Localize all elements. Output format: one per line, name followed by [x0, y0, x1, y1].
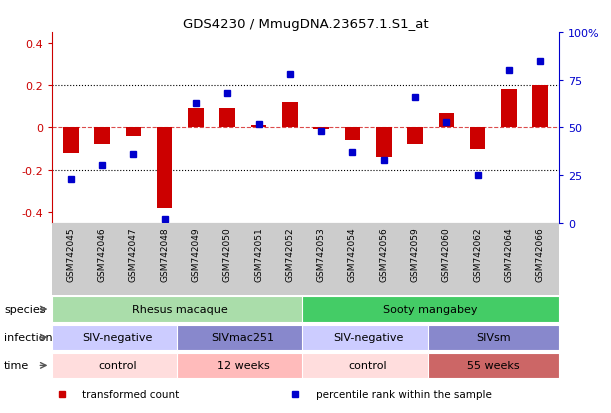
Text: time: time [4, 361, 29, 370]
Text: transformed count: transformed count [82, 389, 180, 399]
Bar [313, 128, 329, 130]
Text: GSM742060: GSM742060 [442, 227, 451, 281]
Text: control: control [98, 361, 137, 370]
Text: 55 weeks: 55 weeks [467, 361, 519, 370]
Bar [302, 325, 434, 350]
Bar [52, 353, 183, 378]
Bar [501, 90, 517, 128]
Text: GSM742051: GSM742051 [254, 227, 263, 281]
Bar [345, 128, 360, 141]
Bar [251, 126, 266, 128]
Text: SIV-negative: SIV-negative [333, 332, 403, 342]
Text: Rhesus macaque: Rhesus macaque [133, 304, 228, 314]
Bar [470, 128, 486, 149]
Bar [282, 103, 298, 128]
Text: GSM742047: GSM742047 [129, 227, 138, 281]
Text: 12 weeks: 12 weeks [216, 361, 269, 370]
Bar [428, 353, 559, 378]
Text: species: species [4, 304, 46, 314]
Bar [302, 297, 559, 322]
Bar [52, 297, 309, 322]
Text: GSM742059: GSM742059 [411, 227, 420, 281]
Bar [428, 325, 559, 350]
Bar [302, 353, 434, 378]
Bar [177, 325, 309, 350]
Bar [157, 128, 172, 208]
Bar [188, 109, 203, 128]
Text: GSM742066: GSM742066 [536, 227, 545, 281]
Text: GSM742053: GSM742053 [316, 227, 326, 281]
Bar [52, 325, 183, 350]
Text: GSM742054: GSM742054 [348, 227, 357, 281]
Text: GSM742045: GSM742045 [66, 227, 75, 281]
Bar [177, 353, 309, 378]
Bar [219, 109, 235, 128]
Text: control: control [349, 361, 387, 370]
Text: SIVsm: SIVsm [476, 332, 511, 342]
Text: Sooty mangabey: Sooty mangabey [384, 304, 478, 314]
Title: GDS4230 / MmugDNA.23657.1.S1_at: GDS4230 / MmugDNA.23657.1.S1_at [183, 17, 428, 31]
Text: infection: infection [4, 332, 53, 342]
Text: GSM742052: GSM742052 [285, 227, 295, 281]
Text: GSM742064: GSM742064 [505, 227, 513, 281]
Bar [125, 128, 141, 136]
Text: GSM742046: GSM742046 [98, 227, 106, 281]
Text: SIV-negative: SIV-negative [82, 332, 153, 342]
Bar [63, 128, 79, 153]
Text: GSM742062: GSM742062 [473, 227, 482, 281]
Text: percentile rank within the sample: percentile rank within the sample [316, 389, 491, 399]
Text: GSM742056: GSM742056 [379, 227, 388, 281]
Text: GSM742048: GSM742048 [160, 227, 169, 281]
Text: GSM742049: GSM742049 [191, 227, 200, 281]
Bar [532, 86, 548, 128]
Bar [94, 128, 110, 145]
Text: SIVmac251: SIVmac251 [211, 332, 274, 342]
Text: GSM742050: GSM742050 [223, 227, 232, 281]
Bar [376, 128, 392, 158]
Bar [439, 113, 454, 128]
Bar [408, 128, 423, 145]
